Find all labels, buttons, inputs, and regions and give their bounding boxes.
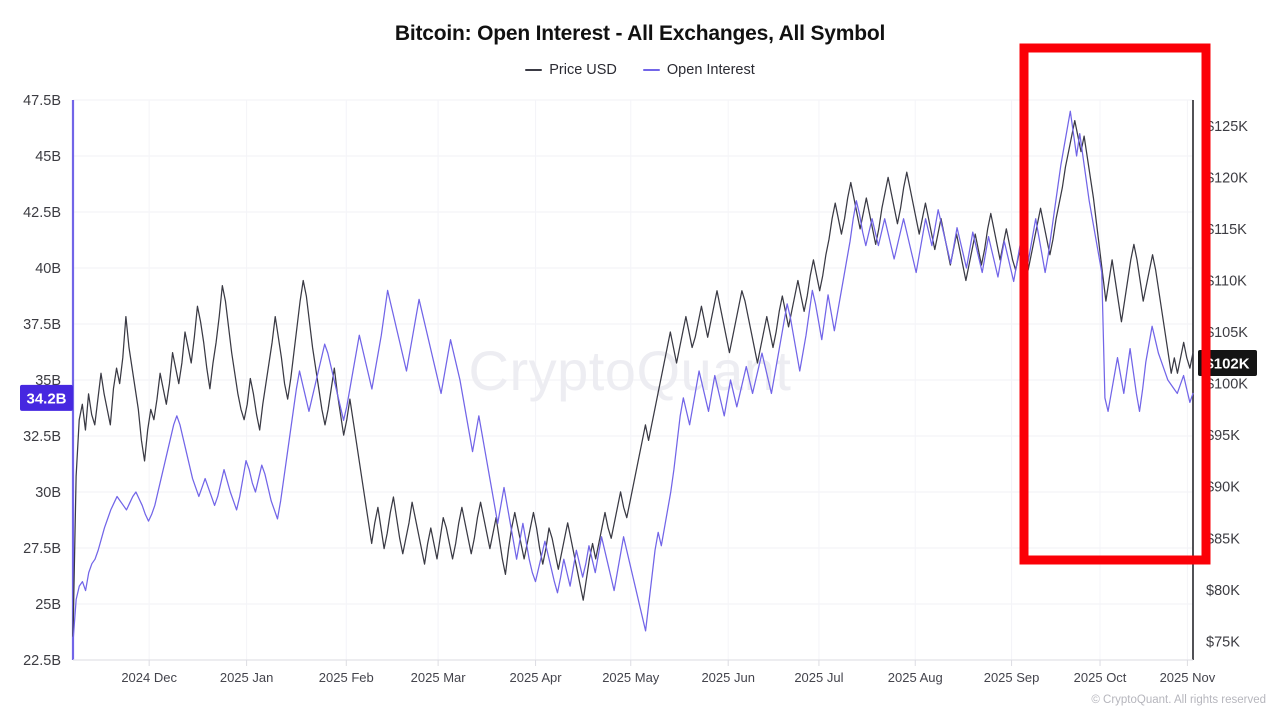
svg-text:2025 Jan: 2025 Jan	[220, 670, 274, 685]
legend-dash-open-interest	[642, 69, 660, 71]
svg-text:$102K: $102K	[1205, 355, 1249, 372]
svg-text:45B: 45B	[35, 149, 61, 165]
chart-legend: Price USD Open Interest	[0, 62, 1280, 78]
svg-text:2025 Jun: 2025 Jun	[701, 670, 755, 685]
watermark-cryptoquant: CryptoQuant	[469, 339, 792, 402]
highlight-box-annotation	[1019, 43, 1211, 565]
legend-label-open-interest: Open Interest	[666, 62, 755, 78]
svg-text:2025 Nov: 2025 Nov	[1160, 670, 1216, 685]
svg-text:34.2B: 34.2B	[26, 390, 66, 407]
svg-text:25B: 25B	[35, 597, 61, 613]
svg-text:$85K: $85K	[1206, 531, 1240, 547]
svg-text:40B: 40B	[35, 261, 61, 277]
left-axis-tick-labels: 22.5B25B27.5B30B32.5B35B37.5B40B42.5B45B…	[23, 93, 61, 669]
svg-text:2025 Oct: 2025 Oct	[1074, 670, 1127, 685]
value-badges: 34.2B $102K	[20, 349, 1257, 411]
legend-dash-price-usd	[525, 69, 543, 71]
svg-text:37.5B: 37.5B	[23, 317, 61, 333]
axis-lines	[71, 100, 1194, 666]
svg-text:$120K: $120K	[1206, 170, 1248, 186]
copyright-footer: © CryptoQuant. All rights reserved	[1091, 694, 1266, 706]
right-axis-tick-labels: $75K $80K $85K $90K $95K $100K $105K $110K $115K…	[1206, 119, 1248, 651]
svg-text:$90K: $90K	[1206, 480, 1240, 496]
svg-text:30B: 30B	[35, 485, 61, 501]
chart-title: Bitcoin: Open Interest - All Exchanges, …	[394, 22, 886, 45]
legend-item-open-interest[interactable]: Open Interest	[642, 62, 755, 78]
svg-text:32.5B: 32.5B	[23, 429, 61, 445]
svg-text:47.5B: 47.5B	[23, 93, 61, 109]
series-lines	[72, 110, 1194, 643]
svg-text:22.5B: 22.5B	[23, 653, 61, 669]
svg-text:2025 Aug: 2025 Aug	[888, 670, 943, 685]
svg-text:$125K: $125K	[1206, 119, 1248, 135]
svg-text:$115K: $115K	[1206, 222, 1247, 238]
svg-text:2025 Jul: 2025 Jul	[794, 670, 843, 685]
svg-text:$100K: $100K	[1206, 377, 1248, 393]
legend-item-price-usd[interactable]: Price USD	[525, 62, 617, 78]
svg-text:$75K: $75K	[1206, 634, 1240, 650]
x-axis-tick-labels: 2024 Dec 2025 Jan 2025 Feb 2025 Mar 2025 Apr…	[121, 670, 1215, 685]
svg-text:2025 Feb: 2025 Feb	[319, 670, 374, 685]
svg-text:$95K: $95K	[1206, 428, 1240, 444]
legend-label-price-usd: Price USD	[549, 62, 617, 78]
svg-text:2025 Apr: 2025 Apr	[510, 670, 563, 685]
svg-text:$110K: $110K	[1206, 273, 1247, 289]
svg-text:2025 Mar: 2025 Mar	[411, 670, 467, 685]
svg-text:2025 May: 2025 May	[602, 670, 660, 685]
gridlines	[73, 99, 1193, 661]
svg-text:$80K: $80K	[1206, 583, 1240, 599]
svg-text:2024 Dec: 2024 Dec	[121, 670, 177, 685]
svg-text:2025 Sep: 2025 Sep	[984, 670, 1040, 685]
svg-text:27.5B: 27.5B	[23, 541, 61, 557]
svg-text:42.5B: 42.5B	[23, 205, 61, 221]
svg-text:$105K: $105K	[1206, 325, 1248, 341]
